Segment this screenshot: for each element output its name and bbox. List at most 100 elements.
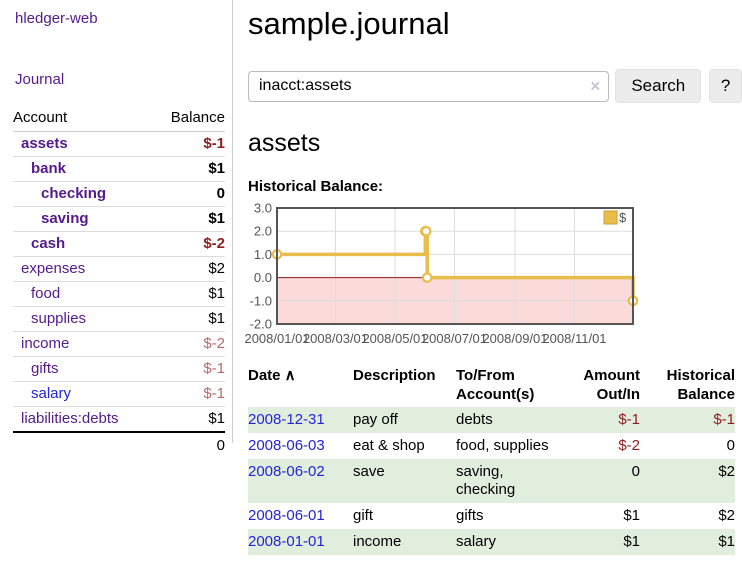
- sidebar-item-journal[interactable]: Journal: [15, 71, 65, 88]
- sidebar: hledger-web Journal Account Balance asse…: [0, 0, 232, 458]
- sidebar-account-link[interactable]: salary: [31, 385, 72, 402]
- data-point: [420, 225, 432, 237]
- y-tick-label: 3.0: [254, 201, 272, 216]
- date-cell: 2008-12-31: [248, 407, 345, 433]
- date-cell: 2008-06-01: [248, 503, 345, 529]
- balance-cell: $2: [718, 507, 735, 524]
- sort-asc-icon: ∧: [280, 367, 296, 384]
- account-balance: $1: [153, 206, 225, 232]
- search-form: × Search ?: [248, 69, 742, 103]
- balance-cell: $2: [718, 463, 735, 480]
- transaction-date-link[interactable]: 2008-06-02: [248, 463, 325, 480]
- account-name-cell: assets: [13, 131, 154, 157]
- main-content: sample.journal × Search ? assets Histori…: [244, 0, 742, 555]
- accounts-cell: saving, checking: [456, 463, 516, 498]
- balance-column-header: Balance: [153, 107, 225, 132]
- table-row: 2008-06-02 save saving, checking 0 $2: [248, 459, 735, 503]
- sidebar-account-link[interactable]: bank: [31, 160, 67, 177]
- sidebar-account-link[interactable]: checking: [41, 185, 107, 202]
- date-cell: 2008-06-02: [248, 459, 345, 503]
- account-balance: $1: [153, 281, 225, 307]
- column-header-date[interactable]: Date ∧: [248, 367, 296, 384]
- account-row: salary $-1: [13, 381, 225, 407]
- transaction-date-link[interactable]: 2008-06-03: [248, 437, 325, 454]
- column-header-to-from-account-s-[interactable]: To/From Account(s): [456, 367, 535, 403]
- amount-cell: 0: [631, 463, 640, 480]
- date-cell: 2008-06-03: [248, 433, 345, 459]
- legend-label: $: [619, 210, 627, 225]
- accounts-header-row: Account Balance: [13, 107, 225, 132]
- x-tick-label: 2008/11/01: [542, 331, 606, 346]
- transaction-date-link[interactable]: 2008-12-31: [248, 411, 325, 428]
- description-cell: income: [353, 533, 402, 550]
- accounts-total-row: 0: [13, 432, 225, 458]
- account-name-cell: supplies: [13, 306, 154, 332]
- column-header-description[interactable]: Description: [353, 367, 436, 384]
- account-row: expenses $2: [13, 256, 225, 282]
- sidebar-account-link[interactable]: income: [21, 335, 70, 352]
- accounts-tree-table: Account Balance assets $-1 bank $1 checking 0…: [13, 107, 225, 458]
- account-name-cell: liabilities:debts: [13, 406, 154, 433]
- chart-title: Historical Balance:: [248, 178, 384, 195]
- account-balance: 0: [153, 181, 225, 207]
- app-title-link[interactable]: hledger-web: [15, 10, 98, 27]
- column-header-historical-balance[interactable]: Historical Balance: [666, 367, 735, 403]
- account-name-cell: food: [13, 281, 154, 307]
- amount-cell: $-2: [618, 437, 640, 454]
- sidebar-account-link[interactable]: food: [31, 285, 61, 302]
- sidebar-account-link[interactable]: liabilities:debts: [21, 410, 119, 427]
- description-cell: gift: [353, 507, 374, 524]
- account-name-cell: salary: [13, 381, 154, 407]
- account-name-cell: income: [13, 331, 154, 357]
- account-row: liabilities:debts $1: [13, 406, 225, 433]
- account-row: bank $1: [13, 156, 225, 182]
- account-row: supplies $1: [13, 306, 225, 332]
- account-balance: $1: [153, 406, 225, 433]
- account-column-header: Account: [13, 107, 154, 132]
- amount-cell: $-1: [618, 411, 640, 428]
- legend-swatch: [603, 210, 618, 225]
- search-input-wrap: ×: [248, 70, 610, 102]
- sidebar-account-link[interactable]: supplies: [31, 310, 87, 327]
- x-tick-label: 2008/05/01: [362, 331, 427, 346]
- account-balance: $1: [153, 306, 225, 332]
- help-button[interactable]: ?: [709, 69, 742, 103]
- accounts-cell: debts: [456, 411, 493, 428]
- transaction-date-link[interactable]: 2008-06-01: [248, 507, 325, 524]
- y-tick-label: 2.0: [254, 224, 272, 239]
- account-balance: $-1: [153, 356, 225, 382]
- page-title: sample.journal: [248, 6, 450, 41]
- accounts-cell: salary: [456, 533, 497, 550]
- x-tick-label: 2008/07/01: [422, 331, 487, 346]
- table-row: 2008-01-01 income salary $1 $1: [248, 529, 735, 555]
- sidebar-account-link[interactable]: gifts: [31, 360, 59, 377]
- register-table: Date ∧ Description To/From Account(s) Amoun…: [248, 364, 735, 555]
- column-header-amount-out-in[interactable]: Amount Out/In: [583, 367, 640, 403]
- account-name-cell: gifts: [13, 356, 154, 382]
- account-balance: $2: [153, 256, 225, 282]
- sidebar-account-link[interactable]: assets: [21, 135, 68, 152]
- account-name-cell: bank: [13, 156, 154, 182]
- description-cell: pay off: [353, 411, 398, 428]
- account-balance: $-2: [153, 231, 225, 257]
- sidebar-accounts-body: assets $-1 bank $1 checking 0 saving $1 cash $-2 e…: [13, 131, 225, 433]
- historical-balance-chart: $3.0 2.0 1.0 0.0 -1.0 -2.02008/01/012008/03/0…: [244, 201, 639, 346]
- transaction-date-link[interactable]: 2008-01-01: [248, 533, 325, 550]
- sidebar-account-link[interactable]: saving: [41, 210, 89, 227]
- account-row: food $1: [13, 281, 225, 307]
- y-tick-label: -2.0: [250, 317, 272, 332]
- search-button[interactable]: Search: [615, 69, 702, 103]
- account-name-cell: expenses: [13, 256, 154, 282]
- clear-search-icon[interactable]: ×: [590, 76, 601, 96]
- account-balance: $1: [153, 156, 225, 182]
- sidebar-account-link[interactable]: expenses: [21, 260, 86, 277]
- account-row: saving $1: [13, 206, 225, 232]
- search-input[interactable]: [248, 70, 610, 102]
- y-tick-label: 0.0: [254, 270, 272, 285]
- sidebar-account-link[interactable]: cash: [31, 235, 66, 252]
- x-tick-label: 2008/03/01: [303, 331, 368, 346]
- account-row: cash $-2: [13, 231, 225, 257]
- table-row: 2008-06-01 gift gifts $1 $2: [248, 503, 735, 529]
- y-tick-label: -1.0: [250, 293, 272, 308]
- total-balance: 0: [216, 437, 225, 454]
